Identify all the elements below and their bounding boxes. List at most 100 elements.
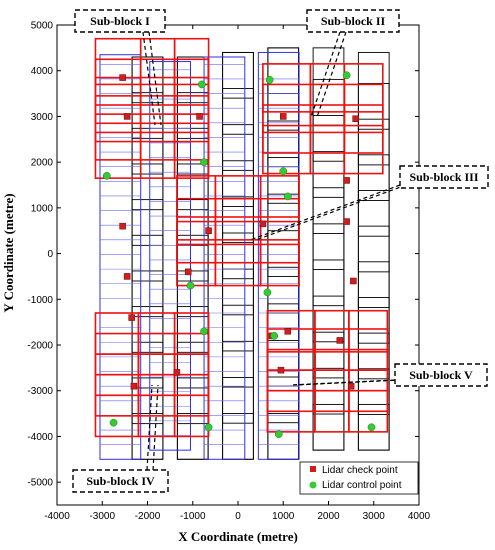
control-point-marker [263,288,272,297]
annotation-leader-line [310,31,341,118]
x-axis-label: X Coordinate (metre) [178,529,298,544]
check-point-marker [123,273,131,280]
black-strip-rect [357,297,390,344]
black-strip-rect [222,377,254,424]
annotation-label: Sub-block III [409,170,478,184]
control-point-marker [283,192,292,201]
black-strip-rect [222,51,254,99]
control-point-marker [367,423,376,432]
annotation-box [72,469,169,493]
black-strip-rect [131,234,164,282]
check-point-marker [173,369,181,376]
x-tick-label: -1000 [180,511,206,522]
black-strip-outline [312,47,345,451]
red-block-rect [259,243,300,287]
check-point-marker [128,314,135,321]
black-strip-outline [222,51,254,460]
black-strip-rect [312,151,345,198]
black-strip-outline [176,56,209,460]
black-strip-rect [222,413,254,460]
y-tick-label: -1000 [27,295,53,306]
black-strip-rect [312,78,345,126]
red-block-rect [94,113,142,161]
sub-block-annotations: Sub-block I Sub-block II Sub-block III Sub-… [72,9,489,493]
check-point-marker [119,222,126,230]
black-strip-rect [357,154,390,201]
annotation-leader-line [152,384,159,471]
annotation-box [306,9,400,33]
red-block-rect [139,113,176,161]
black-strip-rect [267,339,300,387]
red-sub-block-rectangles [94,37,389,438]
black-strip-rect [176,377,209,425]
red-block-rect [173,312,210,355]
control-point-marker [274,430,283,438]
x-tick-label: 0 [235,511,241,522]
red-block-rect [266,309,316,353]
check-point-marker [130,382,138,390]
data-points [102,71,376,438]
black-strip-rect [176,92,209,139]
x-tick-label: -2000 [135,511,161,522]
black-strip-rect [222,196,254,244]
black-strip-rect [267,266,300,314]
red-block-rect [173,37,210,86]
red-block-rect [94,131,142,179]
black-strip-rect [176,127,209,175]
check-point-marker [350,277,357,285]
check-point-marker [123,113,131,120]
annotation-leader-line [316,31,347,118]
y-tick-label: -5000 [27,478,53,489]
red-block-rect [139,131,176,179]
black-strip-outline [267,47,300,460]
black-strip-rect [312,259,345,307]
black-strip-rect [357,225,390,273]
control-point-marker [342,71,351,80]
control-point-marker [270,332,279,340]
black-strip-rect [131,92,164,139]
black-strip-rect [267,230,300,277]
check-point-marker [196,113,203,120]
check-point-marker [336,337,344,344]
black-strip-rect [131,127,164,175]
blue-strip-outline [99,54,142,460]
annotation-label: Sub-block V [409,368,473,382]
check-point-marker [119,74,126,81]
annotation-label: Sub-block IV [86,474,155,488]
red-block-rect [348,309,389,353]
control-point-marker [200,327,208,336]
control-point-marker [109,418,118,427]
annotation-leader-line [142,31,156,126]
annotation-leader-line [255,184,407,241]
black-strip-outline [357,51,390,451]
annotation-leader-line [249,184,401,241]
x-tick-label: 1000 [272,511,295,522]
y-axis-label: Y Coordinate (metre) [1,193,16,312]
red-block-rect [176,243,217,287]
control-point-marker [197,80,206,89]
black-strip-rect [267,413,300,460]
black-strip-rect [222,268,254,316]
black-strip-rect [176,234,209,282]
x-tick-label: -4000 [44,511,70,522]
legend-check-marker [310,466,316,472]
blue-strip-outline [257,51,300,460]
black-strip-rect [357,83,390,130]
annotation-box [394,363,488,387]
black-strip-rect [131,270,164,318]
control-point-marker [200,158,208,166]
black-strip-rect [176,199,209,246]
y-tick-label: 4000 [31,66,54,77]
annotation-box [74,9,166,33]
annotation-label: Sub-block I [90,14,150,28]
blue-strip-outline [203,56,246,460]
black-strip-rect [267,83,300,131]
red-block-rect [259,197,300,241]
check-point-marker [284,328,292,335]
check-point-marker [184,268,192,276]
red-block-rect [259,175,300,218]
black-strip-rect [357,261,390,308]
axes: -4000 -3000 -2000 -1000 0 1000 2000 3000 4000 -50… [27,21,430,523]
x-tick-label: -3000 [89,511,115,522]
x-tick-label: 4000 [408,511,431,522]
